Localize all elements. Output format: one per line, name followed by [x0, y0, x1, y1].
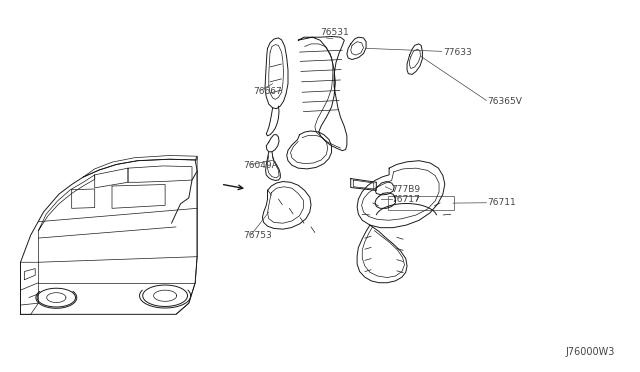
Text: 777B9: 777B9 — [392, 185, 421, 194]
Text: 76711: 76711 — [488, 198, 516, 207]
Text: 76365V: 76365V — [488, 97, 522, 106]
Text: 76717: 76717 — [392, 195, 420, 204]
Text: 77633: 77633 — [443, 48, 472, 57]
Text: 76667: 76667 — [253, 87, 282, 96]
Text: J76000W3: J76000W3 — [565, 347, 614, 357]
Text: 76049A: 76049A — [243, 161, 278, 170]
Text: 76753: 76753 — [243, 231, 272, 240]
Text: 76531: 76531 — [320, 28, 349, 37]
